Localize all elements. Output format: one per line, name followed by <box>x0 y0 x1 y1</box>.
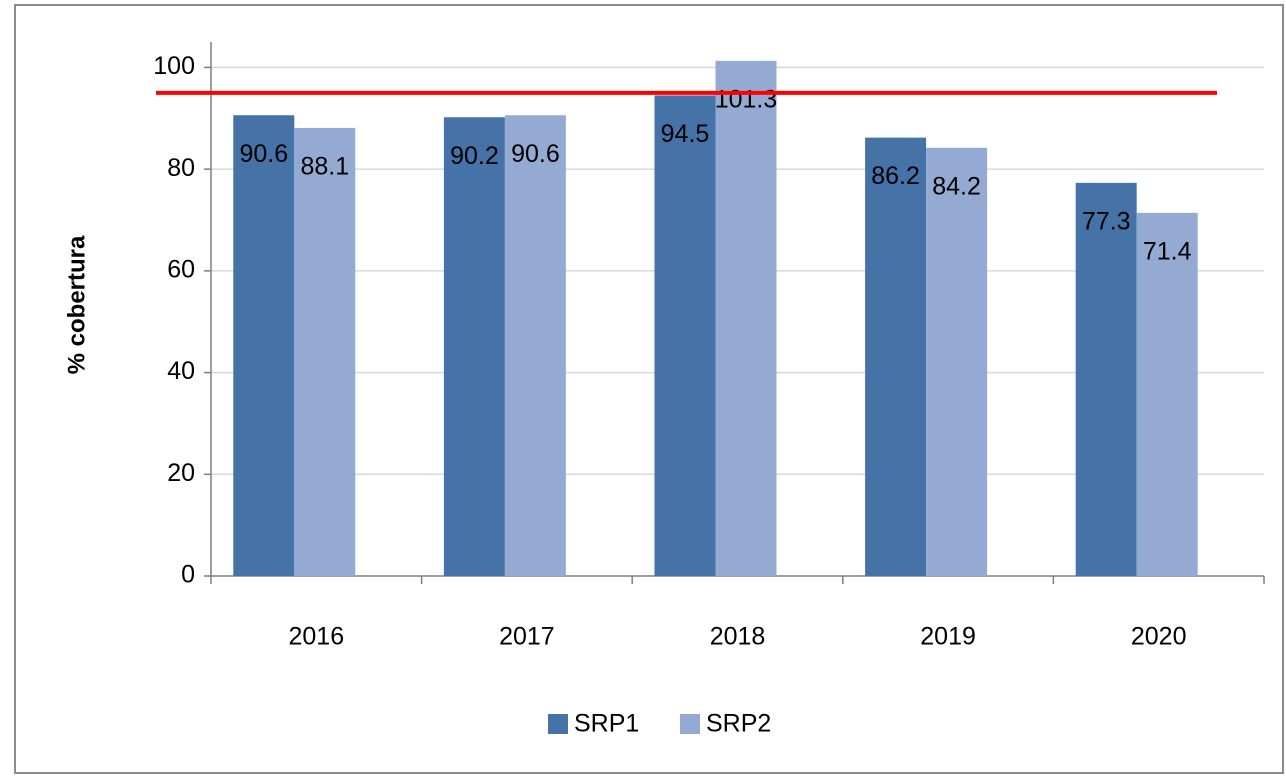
y-tick-label: 80 <box>167 154 195 182</box>
data-label: 86.2 <box>871 162 920 190</box>
y-tick-label: 20 <box>167 459 195 487</box>
bar <box>443 117 505 577</box>
bar <box>233 115 295 576</box>
data-label: 84.2 <box>932 172 981 200</box>
data-label: 90.6 <box>239 140 288 168</box>
legend-label: SRP1 <box>574 710 639 738</box>
data-label: 90.2 <box>450 142 499 170</box>
bar <box>926 147 988 577</box>
bar <box>715 60 777 577</box>
legend-label: SRP2 <box>706 710 771 738</box>
data-label: 77.3 <box>1082 207 1131 235</box>
y-tick-label: 60 <box>167 255 195 283</box>
bar <box>654 95 716 577</box>
data-label: 101.3 <box>715 85 778 113</box>
y-tick-label: 40 <box>167 357 195 385</box>
bar <box>294 127 356 576</box>
bar <box>504 115 566 576</box>
y-tick-label: 100 <box>153 52 195 80</box>
data-label: 94.5 <box>661 120 710 148</box>
legend-swatch <box>680 714 700 734</box>
y-axis-label: % cobertura <box>63 235 90 374</box>
x-tick-label: 2019 <box>920 623 976 651</box>
bar <box>1075 182 1137 577</box>
chart-border <box>14 4 1284 774</box>
legend-swatch <box>548 714 568 734</box>
data-label: 88.1 <box>300 153 349 181</box>
x-tick-label: 2020 <box>1131 623 1187 651</box>
y-tick-label: 0 <box>181 561 195 589</box>
x-tick-label: 2017 <box>499 623 555 651</box>
data-label: 71.4 <box>1143 237 1192 265</box>
bar <box>1136 212 1198 576</box>
x-tick-label: 2018 <box>710 623 766 651</box>
bar <box>865 137 927 576</box>
x-tick-label: 2016 <box>288 623 344 651</box>
data-label: 90.6 <box>511 140 560 168</box>
